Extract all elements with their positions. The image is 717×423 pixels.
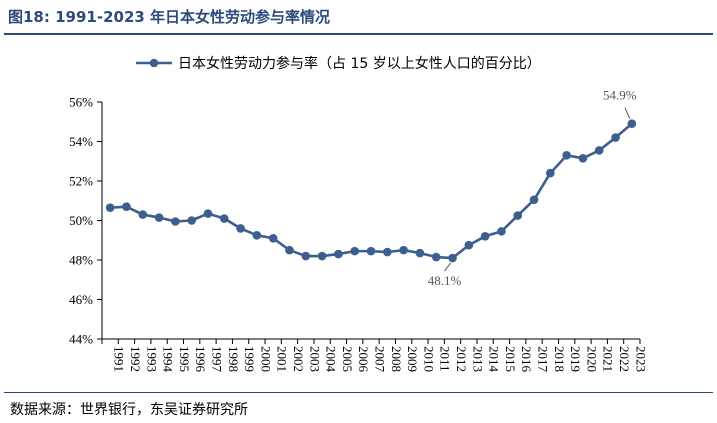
x-tick-label: 2015 <box>503 346 518 372</box>
data-point <box>529 195 539 205</box>
y-tick-label: 44% <box>69 332 93 347</box>
x-tick-label: 1993 <box>144 346 159 372</box>
x-tick-label: 2013 <box>470 346 485 372</box>
data-point <box>497 227 506 236</box>
legend-label: 日本女性劳动力参与率（占 15 岁以上女性人口的百分比） <box>178 55 541 72</box>
x-tick-label: 2017 <box>536 346 551 373</box>
data-point <box>171 217 180 226</box>
x-tick-label: 2002 <box>291 346 306 372</box>
y-tick-label: 56% <box>69 95 93 110</box>
top-rule <box>4 33 713 35</box>
x-tick-label: 2003 <box>307 346 322 372</box>
data-point <box>383 247 392 257</box>
data-point <box>154 213 164 222</box>
x-tick-label: 2020 <box>584 346 599 372</box>
x-axis: 1991 1992 1993 1994 1995 1996 1997 1998 1999 2000… <box>101 338 648 373</box>
annotation-label: 54.9% <box>603 88 637 103</box>
x-tick-label: 2001 <box>275 346 290 372</box>
x-tick-label: 2006 <box>356 346 371 373</box>
data-point <box>448 253 457 263</box>
x-tick-label: 2022 <box>617 346 632 372</box>
data-point <box>187 216 196 225</box>
data-point <box>236 224 245 233</box>
data-point <box>219 214 229 223</box>
x-tick-label: 1998 <box>226 346 241 372</box>
data-point <box>203 209 213 218</box>
y-tick-label: 54% <box>69 134 93 149</box>
series-line <box>110 122 633 260</box>
data-point <box>627 119 637 129</box>
annotation-leader <box>624 107 631 119</box>
x-tick-label: 2010 <box>421 346 436 372</box>
x-tick-label: 2011 <box>438 346 453 372</box>
x-tick-label: 2009 <box>405 346 420 372</box>
data-point <box>334 249 343 259</box>
data-point <box>578 153 588 163</box>
x-tick-label: 2023 <box>633 346 648 372</box>
data-point <box>464 240 474 250</box>
data-point <box>480 232 490 241</box>
data-point <box>513 211 523 220</box>
x-tick-label: 2012 <box>454 346 469 372</box>
x-tick-label: 1991 <box>112 346 127 372</box>
data-point <box>138 210 148 219</box>
series-layer <box>105 119 637 263</box>
data-point <box>366 246 376 256</box>
x-tick-label: 1994 <box>161 346 176 373</box>
y-tick-label: 52% <box>69 174 93 189</box>
legend-marker <box>149 58 159 68</box>
data-point <box>546 168 555 178</box>
x-tick-label: 2004 <box>324 346 339 373</box>
y-axis: 44% 46% 48% 50% 52% 54% 56% <box>69 95 103 347</box>
x-tick-label: 2005 <box>340 346 355 372</box>
figure-title: 图18: 1991-2023 年日本女性劳动参与率情况 <box>8 6 330 27</box>
data-point <box>611 133 620 142</box>
y-tick-label: 46% <box>69 292 93 307</box>
data-point <box>268 233 278 243</box>
data-point <box>105 203 115 212</box>
figure-title-text: 1991-2023 年日本女性劳动参与率情况 <box>55 8 331 26</box>
x-tick-label: 1999 <box>242 346 257 372</box>
data-point <box>122 202 131 211</box>
x-tick-label: 1995 <box>177 346 192 372</box>
data-point <box>317 251 327 261</box>
data-point <box>594 146 604 155</box>
x-tick-label: 1996 <box>193 346 208 373</box>
data-point <box>350 246 359 256</box>
figure-number: 图18: <box>8 8 50 26</box>
data-point <box>415 248 425 258</box>
x-tick-label: 1997 <box>209 346 224 373</box>
y-tick-label: 50% <box>69 213 93 228</box>
x-tick-label: 2014 <box>487 346 502 373</box>
bottom-rule <box>4 392 713 393</box>
x-tick-label: 1992 <box>128 346 143 372</box>
data-point <box>399 245 408 255</box>
annotation-label: 48.1% <box>428 273 462 288</box>
x-tick-label: 2007 <box>373 346 388 373</box>
x-tick-label: 2019 <box>568 346 583 372</box>
data-point <box>252 231 262 240</box>
x-tick-label: 2000 <box>258 346 273 372</box>
x-tick-label: 2018 <box>552 346 567 372</box>
x-tick-label: 2008 <box>389 346 404 372</box>
y-tick-label: 48% <box>69 253 93 268</box>
annotation-layer: 48.1% 54.9% <box>428 88 637 288</box>
data-point <box>562 151 571 160</box>
data-point <box>301 251 311 261</box>
data-point <box>431 252 441 262</box>
x-tick-label: 2021 <box>601 346 616 372</box>
x-tick-label: 2016 <box>519 346 534 373</box>
chart-legend: 日本女性劳动力参与率（占 15 岁以上女性人口的百分比） <box>136 55 541 72</box>
source-note: 数据来源：世界银行，东吴证券研究所 <box>10 402 248 418</box>
data-point <box>285 245 294 255</box>
annotation-leader <box>444 262 451 272</box>
